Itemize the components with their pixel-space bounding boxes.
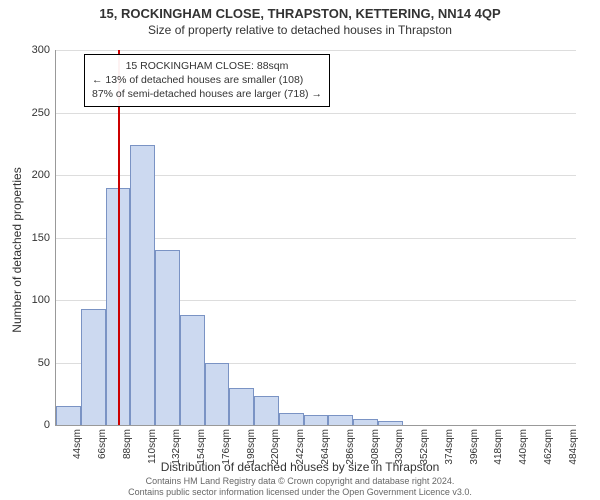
footer: Contains HM Land Registry data © Crown c… — [0, 476, 600, 499]
y-tick-label: 300 — [32, 44, 50, 56]
info-line-2: ← 13% of detached houses are smaller (10… — [92, 73, 322, 87]
footer-line-1: Contains HM Land Registry data © Crown c… — [0, 476, 600, 487]
gridline — [56, 50, 576, 51]
histogram-bar — [378, 421, 403, 425]
chart-subtitle: Size of property relative to detached ho… — [0, 21, 600, 37]
y-axis-label: Number of detached properties — [10, 85, 24, 250]
x-tick-label: 66sqm — [97, 429, 108, 459]
chart-container: 15, ROCKINGHAM CLOSE, THRAPSTON, KETTERI… — [0, 0, 600, 500]
chart-plot-area: 05010015020025030044sqm66sqm88sqm110sqm1… — [55, 50, 576, 426]
x-tick-label: 44sqm — [72, 429, 83, 459]
y-tick-label: 0 — [44, 419, 50, 431]
histogram-bar — [279, 413, 304, 426]
y-tick-label: 100 — [32, 294, 50, 306]
histogram-bar — [130, 145, 155, 425]
histogram-bar — [180, 315, 205, 425]
page-title: 15, ROCKINGHAM CLOSE, THRAPSTON, KETTERI… — [0, 0, 600, 21]
histogram-bar — [254, 396, 279, 425]
x-axis-label: Distribution of detached houses by size … — [0, 460, 600, 474]
histogram-bar — [155, 250, 180, 425]
histogram-bar — [229, 388, 254, 426]
gridline — [56, 113, 576, 114]
histogram-bar — [353, 419, 378, 425]
x-tick-label: 88sqm — [122, 429, 133, 459]
histogram-bar — [81, 309, 106, 425]
y-tick-label: 200 — [32, 169, 50, 181]
info-line-3: 87% of semi-detached houses are larger (… — [92, 87, 322, 101]
info-line-1: 15 ROCKINGHAM CLOSE: 88sqm — [92, 59, 322, 73]
histogram-bar — [328, 415, 353, 425]
x-tick-label: 110sqm — [147, 429, 158, 464]
histogram-bar — [56, 406, 81, 425]
info-box: 15 ROCKINGHAM CLOSE: 88sqm ← 13% of deta… — [84, 54, 330, 107]
histogram-bar — [304, 415, 329, 425]
y-tick-label: 150 — [32, 232, 50, 244]
y-tick-label: 50 — [38, 357, 50, 369]
y-tick-label: 250 — [32, 107, 50, 119]
histogram-bar — [205, 363, 230, 426]
footer-line-2: Contains public sector information licen… — [0, 487, 600, 498]
